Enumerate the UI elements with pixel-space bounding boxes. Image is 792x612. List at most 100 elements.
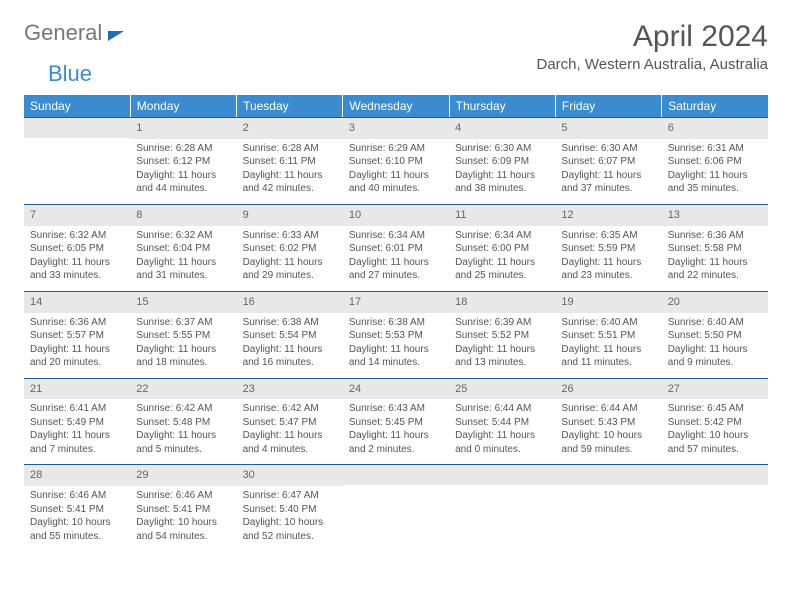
calendar-cell: 30Sunrise: 6:47 AMSunset: 5:40 PMDayligh…	[237, 464, 343, 551]
day-details: Sunrise: 6:28 AMSunset: 6:12 PMDaylight:…	[130, 139, 236, 204]
day-details: Sunrise: 6:34 AMSunset: 6:01 PMDaylight:…	[343, 226, 449, 291]
day-number: 5	[555, 117, 661, 139]
day-details: Sunrise: 6:30 AMSunset: 6:07 PMDaylight:…	[555, 139, 661, 204]
calendar-cell: 25Sunrise: 6:44 AMSunset: 5:44 PMDayligh…	[449, 378, 555, 465]
day-number: 26	[555, 378, 661, 400]
calendar-cell: 15Sunrise: 6:37 AMSunset: 5:55 PMDayligh…	[130, 291, 236, 378]
calendar-cell: 5Sunrise: 6:30 AMSunset: 6:07 PMDaylight…	[555, 117, 661, 204]
day-details: Sunrise: 6:33 AMSunset: 6:02 PMDaylight:…	[237, 226, 343, 291]
day-details: Sunrise: 6:38 AMSunset: 5:54 PMDaylight:…	[237, 313, 343, 378]
day-details: Sunrise: 6:35 AMSunset: 5:59 PMDaylight:…	[555, 226, 661, 291]
calendar-cell	[24, 117, 130, 204]
day-number: 19	[555, 291, 661, 313]
day-details: Sunrise: 6:34 AMSunset: 6:00 PMDaylight:…	[449, 226, 555, 291]
dow-header: Wednesday	[343, 95, 449, 117]
calendar-cell: 20Sunrise: 6:40 AMSunset: 5:50 PMDayligh…	[662, 291, 768, 378]
day-details: Sunrise: 6:42 AMSunset: 5:47 PMDaylight:…	[237, 399, 343, 464]
calendar-cell: 14Sunrise: 6:36 AMSunset: 5:57 PMDayligh…	[24, 291, 130, 378]
calendar-cell: 10Sunrise: 6:34 AMSunset: 6:01 PMDayligh…	[343, 204, 449, 291]
day-details: Sunrise: 6:40 AMSunset: 5:50 PMDaylight:…	[662, 313, 768, 378]
calendar-cell: 6Sunrise: 6:31 AMSunset: 6:06 PMDaylight…	[662, 117, 768, 204]
day-number: 24	[343, 378, 449, 400]
day-details: Sunrise: 6:36 AMSunset: 5:57 PMDaylight:…	[24, 313, 130, 378]
day-details: Sunrise: 6:28 AMSunset: 6:11 PMDaylight:…	[237, 139, 343, 204]
day-details: Sunrise: 6:43 AMSunset: 5:45 PMDaylight:…	[343, 399, 449, 464]
day-number: 6	[662, 117, 768, 139]
day-number: 16	[237, 291, 343, 313]
calendar-cell	[449, 464, 555, 551]
calendar-cell: 8Sunrise: 6:32 AMSunset: 6:04 PMDaylight…	[130, 204, 236, 291]
calendar-cell	[343, 464, 449, 551]
calendar-cell: 12Sunrise: 6:35 AMSunset: 5:59 PMDayligh…	[555, 204, 661, 291]
calendar-cell: 9Sunrise: 6:33 AMSunset: 6:02 PMDaylight…	[237, 204, 343, 291]
day-details: Sunrise: 6:31 AMSunset: 6:06 PMDaylight:…	[662, 139, 768, 204]
dow-header: Friday	[555, 95, 661, 117]
day-details: Sunrise: 6:41 AMSunset: 5:49 PMDaylight:…	[24, 399, 130, 464]
calendar-table: SundayMondayTuesdayWednesdayThursdayFrid…	[24, 95, 768, 551]
logo-text-1: General	[24, 20, 102, 46]
day-number: 20	[662, 291, 768, 313]
day-number: 11	[449, 204, 555, 226]
day-number: 9	[237, 204, 343, 226]
calendar-cell: 4Sunrise: 6:30 AMSunset: 6:09 PMDaylight…	[449, 117, 555, 204]
day-number: 7	[24, 204, 130, 226]
dow-header: Sunday	[24, 95, 130, 117]
day-number: 29	[130, 464, 236, 486]
calendar-cell: 19Sunrise: 6:40 AMSunset: 5:51 PMDayligh…	[555, 291, 661, 378]
location: Darch, Western Australia, Australia	[537, 56, 769, 73]
day-number: 21	[24, 378, 130, 400]
dow-header: Tuesday	[237, 95, 343, 117]
day-details: Sunrise: 6:44 AMSunset: 5:44 PMDaylight:…	[449, 399, 555, 464]
calendar-cell: 27Sunrise: 6:45 AMSunset: 5:42 PMDayligh…	[662, 378, 768, 465]
logo-triangle-icon	[108, 31, 124, 41]
day-number: 14	[24, 291, 130, 313]
day-number: 13	[662, 204, 768, 226]
calendar-cell: 24Sunrise: 6:43 AMSunset: 5:45 PMDayligh…	[343, 378, 449, 465]
dow-header: Monday	[130, 95, 236, 117]
day-details: Sunrise: 6:45 AMSunset: 5:42 PMDaylight:…	[662, 399, 768, 464]
dow-header: Thursday	[449, 95, 555, 117]
calendar-cell: 28Sunrise: 6:46 AMSunset: 5:41 PMDayligh…	[24, 464, 130, 551]
calendar-cell: 16Sunrise: 6:38 AMSunset: 5:54 PMDayligh…	[237, 291, 343, 378]
day-number: 18	[449, 291, 555, 313]
day-details: Sunrise: 6:42 AMSunset: 5:48 PMDaylight:…	[130, 399, 236, 464]
calendar-cell: 21Sunrise: 6:41 AMSunset: 5:49 PMDayligh…	[24, 378, 130, 465]
calendar-cell: 18Sunrise: 6:39 AMSunset: 5:52 PMDayligh…	[449, 291, 555, 378]
day-details: Sunrise: 6:30 AMSunset: 6:09 PMDaylight:…	[449, 139, 555, 204]
day-details: Sunrise: 6:36 AMSunset: 5:58 PMDaylight:…	[662, 226, 768, 291]
day-number: 28	[24, 464, 130, 486]
calendar-cell: 3Sunrise: 6:29 AMSunset: 6:10 PMDaylight…	[343, 117, 449, 204]
day-details: Sunrise: 6:29 AMSunset: 6:10 PMDaylight:…	[343, 139, 449, 204]
day-number: 2	[237, 117, 343, 139]
day-details: Sunrise: 6:40 AMSunset: 5:51 PMDaylight:…	[555, 313, 661, 378]
day-details: Sunrise: 6:39 AMSunset: 5:52 PMDaylight:…	[449, 313, 555, 378]
calendar-cell	[555, 464, 661, 551]
day-details: Sunrise: 6:46 AMSunset: 5:41 PMDaylight:…	[130, 486, 236, 551]
calendar-cell: 7Sunrise: 6:32 AMSunset: 6:05 PMDaylight…	[24, 204, 130, 291]
calendar-cell: 13Sunrise: 6:36 AMSunset: 5:58 PMDayligh…	[662, 204, 768, 291]
day-number: 23	[237, 378, 343, 400]
day-number: 12	[555, 204, 661, 226]
day-number: 3	[343, 117, 449, 139]
calendar-cell: 1Sunrise: 6:28 AMSunset: 6:12 PMDaylight…	[130, 117, 236, 204]
dow-header: Saturday	[662, 95, 768, 117]
day-number: 30	[237, 464, 343, 486]
calendar-cell: 11Sunrise: 6:34 AMSunset: 6:00 PMDayligh…	[449, 204, 555, 291]
calendar-cell: 22Sunrise: 6:42 AMSunset: 5:48 PMDayligh…	[130, 378, 236, 465]
calendar-cell: 2Sunrise: 6:28 AMSunset: 6:11 PMDaylight…	[237, 117, 343, 204]
day-details: Sunrise: 6:46 AMSunset: 5:41 PMDaylight:…	[24, 486, 130, 551]
calendar-cell: 23Sunrise: 6:42 AMSunset: 5:47 PMDayligh…	[237, 378, 343, 465]
day-number: 27	[662, 378, 768, 400]
day-details: Sunrise: 6:37 AMSunset: 5:55 PMDaylight:…	[130, 313, 236, 378]
day-number: 10	[343, 204, 449, 226]
page-title: April 2024	[537, 20, 769, 54]
day-number: 4	[449, 117, 555, 139]
logo: General	[24, 20, 124, 46]
day-number: 8	[130, 204, 236, 226]
day-details: Sunrise: 6:32 AMSunset: 6:04 PMDaylight:…	[130, 226, 236, 291]
day-details: Sunrise: 6:38 AMSunset: 5:53 PMDaylight:…	[343, 313, 449, 378]
day-number: 25	[449, 378, 555, 400]
day-number: 22	[130, 378, 236, 400]
day-number: 17	[343, 291, 449, 313]
day-details: Sunrise: 6:47 AMSunset: 5:40 PMDaylight:…	[237, 486, 343, 551]
